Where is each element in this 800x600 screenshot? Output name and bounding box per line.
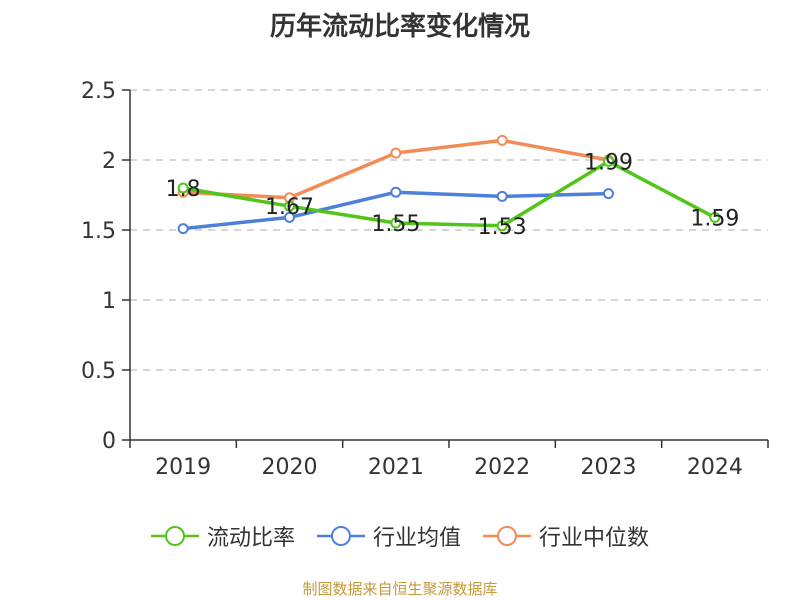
data-label: 1.8	[166, 177, 201, 202]
data-point	[496, 190, 508, 202]
x-tick-label: 2024	[687, 455, 743, 480]
chart-title: 历年流动比率变化情况	[269, 12, 530, 42]
y-tick-label: 0	[102, 429, 116, 454]
source-note: 制图数据来自恒生聚源数据库	[302, 580, 498, 598]
data-label: 1.67	[265, 195, 314, 220]
data-point	[390, 217, 402, 229]
legend-label-industry-mean: 行业均值	[372, 526, 461, 551]
y-tick-label: 0.5	[81, 359, 116, 384]
y-tick-label: 2	[102, 149, 116, 174]
data-label: 1.55	[371, 212, 420, 237]
legend: 流动比率 行业均值 行业中位数	[0, 520, 800, 552]
legend-item-current-ratio[interactable]: 流动比率	[150, 520, 295, 552]
data-point	[603, 188, 614, 200]
series-line	[182, 159, 716, 228]
legend-label-current-ratio: 流动比率	[206, 526, 295, 551]
y-tick-label: 1	[102, 289, 116, 314]
data-point	[709, 211, 721, 223]
data-point	[177, 223, 189, 235]
data-point	[390, 186, 402, 198]
data-point	[284, 200, 295, 212]
legend-marker-current-ratio	[150, 526, 199, 546]
data-point	[496, 134, 508, 146]
x-tick-label: 2020	[262, 455, 318, 480]
data-point	[603, 155, 614, 167]
legend-label-industry-median: 行业中位数	[539, 526, 650, 551]
legend-marker-industry-mean	[316, 526, 365, 546]
data-label: 1.99	[584, 150, 633, 175]
data-label: 1.53	[478, 215, 527, 240]
y-tick-label: 1.5	[81, 219, 116, 244]
y-tick-label: 2.5	[81, 79, 116, 104]
x-tick-label: 2019	[155, 455, 211, 480]
x-tick-label: 2023	[581, 455, 637, 480]
legend-item-industry-median[interactable]: 行业中位数	[483, 520, 649, 552]
x-tick-label: 2021	[368, 455, 424, 480]
data-point	[284, 211, 295, 223]
legend-item-industry-mean[interactable]: 行业均值	[316, 520, 461, 552]
data-label: 1.59	[690, 206, 739, 231]
data-point	[496, 220, 508, 232]
data-point	[390, 147, 402, 159]
data-point	[177, 182, 189, 194]
x-tick-label: 2022	[474, 455, 530, 480]
legend-marker-industry-median	[483, 526, 531, 546]
